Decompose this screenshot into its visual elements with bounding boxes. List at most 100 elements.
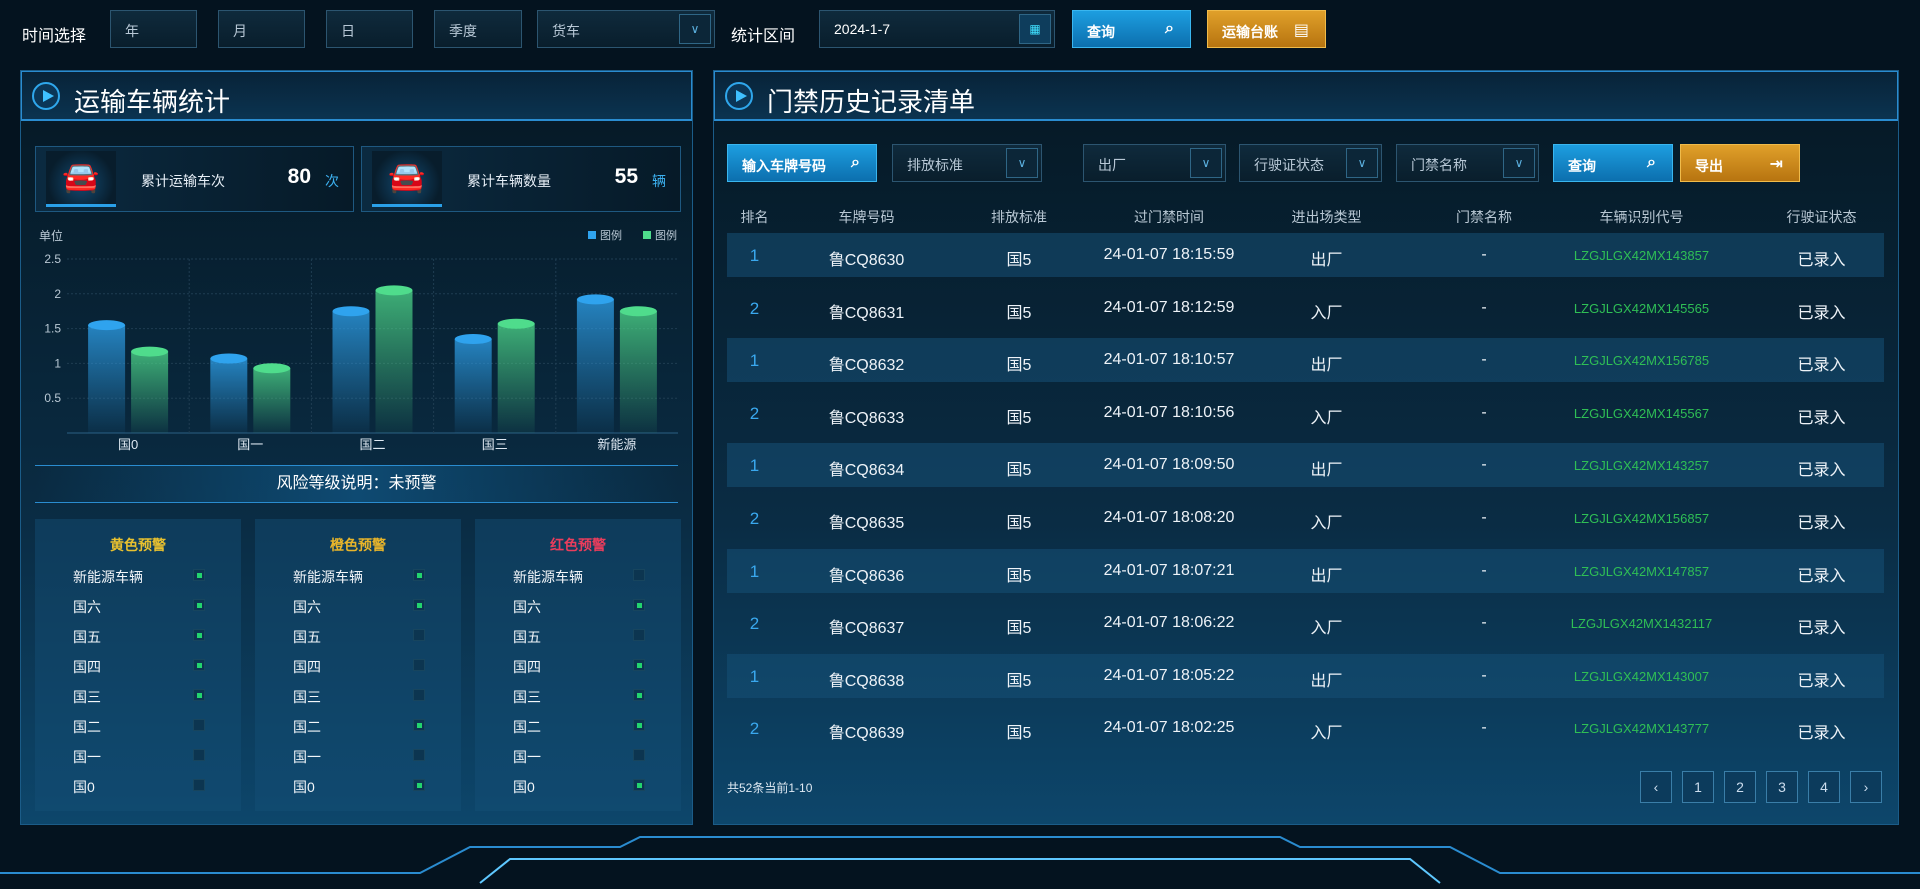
bar-cap xyxy=(88,320,126,331)
warning-item: 新能源车辆 xyxy=(35,561,241,591)
column-header[interactable]: 门禁名称 xyxy=(1456,209,1512,225)
cell-7: 已录入 xyxy=(1797,357,1846,375)
warning-item-label: 国一 xyxy=(513,749,541,765)
cell-4: 出厂 xyxy=(1310,357,1343,375)
cell-4: 入厂 xyxy=(1310,515,1343,532)
cell-7: 已录入 xyxy=(1797,304,1846,322)
table-row[interactable]: 1 鲁CQ8630 国5 24-01-07 18:15:59 出厂 - LZGJLGX42M… xyxy=(727,233,1884,277)
page-button-2[interactable]: 2 xyxy=(1724,771,1756,803)
cell-5: - xyxy=(1481,351,1487,369)
plate-search-input[interactable]: 输入车牌号码 ⌕ xyxy=(727,144,877,182)
car-icon: 🚘 xyxy=(372,151,442,207)
quarter-select[interactable]: 季度 xyxy=(434,10,522,48)
bar-新能源-0 xyxy=(576,299,614,433)
cell-6: LZGJLGX42MX143007 xyxy=(1573,668,1710,684)
x-tick-label: 国一 xyxy=(237,437,263,452)
panel-title: 门禁历史记录清单 xyxy=(767,87,976,117)
warning-item-label: 国二 xyxy=(73,719,101,735)
warning-item-label: 国六 xyxy=(73,599,101,615)
warning-item-label: 新能源车辆 xyxy=(513,569,583,585)
export-button[interactable]: 导出 ⇥ xyxy=(1680,144,1800,182)
cell-4: 出厂 xyxy=(1310,567,1343,585)
emission-select[interactable]: 排放标准 ∨ xyxy=(892,144,1042,182)
day-select[interactable]: 日 xyxy=(326,10,413,48)
cell-3: 24-01-07 18:10:56 xyxy=(1103,403,1235,421)
table-row[interactable]: 1 鲁CQ8634 国5 24-01-07 18:09:50 出厂 - LZGJLGX42M… xyxy=(727,443,1884,488)
column-header[interactable]: 进出场类型 xyxy=(1291,209,1362,225)
page-button-1[interactable]: 1 xyxy=(1682,771,1714,803)
page-button-3[interactable]: 3 xyxy=(1766,771,1798,803)
ledger-label: 运输台账 xyxy=(1222,24,1278,40)
license-status-select[interactable]: 行驶证状态 ∨ xyxy=(1239,144,1382,182)
status-indicator xyxy=(413,749,425,761)
search-icon: ⌕ xyxy=(1165,20,1174,37)
month-select[interactable]: 月 xyxy=(218,10,305,48)
cell-2: 国5 xyxy=(1006,567,1032,585)
table-row[interactable]: 1 鲁CQ8638 国5 24-01-07 18:05:22 出厂 - LZGJLGX42M… xyxy=(727,653,1884,698)
table-row[interactable]: 1 鲁CQ8632 国5 24-01-07 18:10:57 出厂 - LZGJLGX42M… xyxy=(727,338,1884,383)
warning-item-label: 国五 xyxy=(513,629,541,645)
ledger-button[interactable]: 运输台账 ▤ xyxy=(1207,10,1326,48)
time-select-label: 时间选择 xyxy=(22,28,87,45)
prev-page-button[interactable]: ‹ xyxy=(1640,771,1672,803)
column-header[interactable]: 排放标准 xyxy=(991,209,1047,225)
cell-1: 鲁CQ8639 xyxy=(828,725,905,743)
warning-item-label: 国四 xyxy=(293,659,321,675)
bar-cap xyxy=(454,334,492,345)
warning-item: 国一 xyxy=(35,741,241,771)
column-header[interactable]: 车辆识别代号 xyxy=(1599,209,1684,225)
warning-item-label: 国三 xyxy=(73,689,101,705)
cell-2: 国5 xyxy=(1006,515,1032,532)
column-header[interactable]: 排名 xyxy=(740,209,769,225)
date-input[interactable]: 2024-1-7 ▦ xyxy=(819,10,1055,48)
query-button[interactable]: 查询 ⌕ xyxy=(1072,10,1191,48)
bar-cap xyxy=(576,294,614,305)
cell-2: 国5 xyxy=(1006,252,1032,269)
table-row[interactable]: 2 鲁CQ8637 国5 24-01-07 18:06:22 入厂 - LZGJLGX42M… xyxy=(727,601,1884,645)
warning-item: 国四 xyxy=(35,651,241,681)
calendar-icon[interactable]: ▦ xyxy=(1019,14,1051,44)
warning-item: 新能源车辆 xyxy=(255,561,461,591)
vehicle-type-select[interactable]: 货车 ∨ xyxy=(537,10,715,48)
bar-国一-1 xyxy=(253,368,291,433)
column-header[interactable]: 行驶证状态 xyxy=(1786,209,1857,225)
direction-select[interactable]: 出厂 ∨ xyxy=(1083,144,1226,182)
column-header[interactable]: 车牌号码 xyxy=(838,209,895,225)
warning-title: 橙色预警 xyxy=(330,537,386,553)
bar-国二-1 xyxy=(375,290,413,433)
cell-2: 国5 xyxy=(1006,357,1032,375)
table-row[interactable]: 2 鲁CQ8631 国5 24-01-07 18:12:59 入厂 - LZGJLGX42M… xyxy=(727,286,1884,330)
x-tick-label: 新能源 xyxy=(597,437,636,452)
table-row[interactable]: 2 鲁CQ8633 国5 24-01-07 18:10:56 入厂 - LZGJLGX42M… xyxy=(727,391,1884,435)
warning-item-label: 国0 xyxy=(73,779,95,795)
warning-item: 国二 xyxy=(35,711,241,741)
cell-2: 国5 xyxy=(1006,409,1032,427)
cell-4: 入厂 xyxy=(1310,409,1343,427)
status-indicator xyxy=(633,599,645,611)
column-header[interactable]: 过门禁时间 xyxy=(1134,209,1204,225)
warning-item-label: 国二 xyxy=(513,719,541,735)
table-row[interactable]: 2 鲁CQ8635 国5 24-01-07 18:08:20 入厂 - LZGJLGX42M… xyxy=(727,496,1884,540)
warning-item: 国三 xyxy=(475,681,681,711)
gate-name-select[interactable]: 门禁名称 ∨ xyxy=(1396,144,1539,182)
cell-1: 鲁CQ8633 xyxy=(828,409,905,427)
panel-header: 运输车辆统计 xyxy=(21,71,692,121)
export-label: 导出 xyxy=(1695,158,1723,174)
cell-0: 2 xyxy=(749,298,760,318)
table-row[interactable]: 1 鲁CQ8636 国5 24-01-07 18:07:21 出厂 - LZGJLGX42M… xyxy=(727,548,1884,593)
legend-label: 图例 xyxy=(600,228,622,242)
cell-6: LZGJLGX42MX156785 xyxy=(1573,353,1710,369)
year-select[interactable]: 年 xyxy=(110,10,197,48)
legend-swatch xyxy=(643,231,651,239)
warning-item-label: 国四 xyxy=(513,659,541,675)
query-button[interactable]: 查询 ⌕ xyxy=(1553,144,1673,182)
y-axis-label: 单位 xyxy=(39,228,63,243)
page-button-4[interactable]: 4 xyxy=(1808,771,1840,803)
cell-4: 出厂 xyxy=(1310,672,1343,690)
bar-国三-1 xyxy=(497,323,535,433)
cell-1: 鲁CQ8631 xyxy=(828,304,905,322)
next-page-button[interactable]: › xyxy=(1850,771,1882,803)
cell-5: - xyxy=(1481,509,1487,526)
warning-item-label: 国0 xyxy=(293,779,315,795)
table-row[interactable]: 2 鲁CQ8639 国5 24-01-07 18:02:25 入厂 - LZGJLGX42M… xyxy=(727,706,1884,750)
